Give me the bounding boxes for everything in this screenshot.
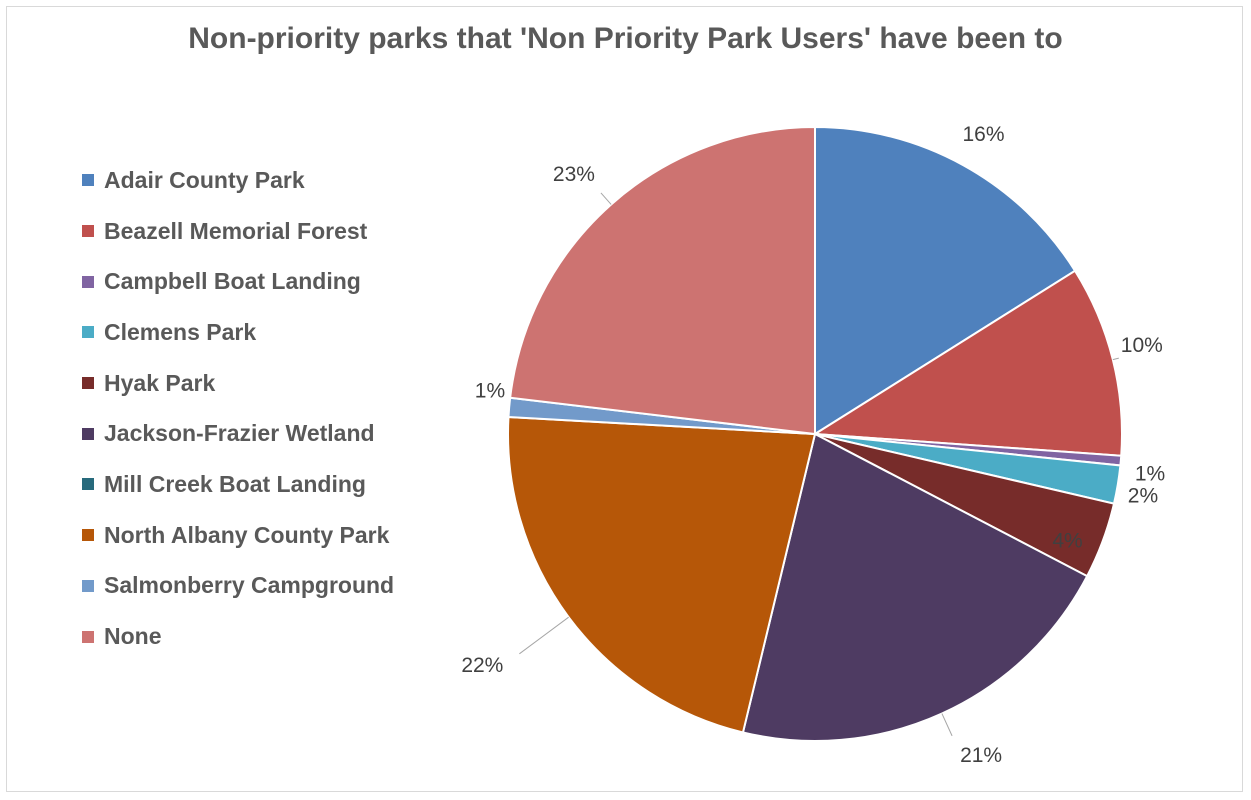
leader-line-beazell [1112, 357, 1119, 361]
legend-item-north-albany: North Albany County Park [82, 510, 394, 561]
legend-item-jackson-frazier: Jackson-Frazier Wetland [82, 408, 394, 459]
leader-line-none [600, 192, 612, 205]
legend-item-mill-creek: Mill Creek Boat Landing [82, 459, 394, 510]
pie-slice-none [509, 125, 816, 436]
data-label-jackson-frazier: 21% [960, 744, 1002, 767]
data-label-none: 23% [553, 163, 595, 186]
chart-title: Non-priority parks that 'Non Priority Pa… [188, 22, 1063, 55]
legend-swatch-mill-creek [82, 478, 94, 491]
legend-item-beazell: Beazell Memorial Forest [82, 206, 394, 257]
data-label-salmonberry: 1% [475, 379, 505, 402]
data-label-beazell: 10% [1121, 334, 1163, 357]
legend-label-hyak: Hyak Park [104, 369, 216, 396]
data-label-adair: 16% [962, 123, 1004, 146]
legend-label-beazell: Beazell Memorial Forest [104, 217, 368, 244]
legend-label-campbell: Campbell Boat Landing [104, 268, 361, 295]
legend-swatch-adair [82, 174, 94, 187]
leader-line-jackson-frazier [941, 713, 953, 737]
legend-swatch-none [82, 630, 94, 643]
legend-label-none: None [104, 623, 162, 650]
legend-swatch-salmonberry [82, 579, 94, 592]
legend-item-campbell: Campbell Boat Landing [82, 256, 394, 307]
data-label-campbell: 1% [1135, 463, 1165, 486]
legend-swatch-clemens [82, 326, 94, 339]
legend-swatch-hyak [82, 377, 94, 390]
legend-swatch-campbell [82, 275, 94, 288]
legend-item-clemens: Clemens Park [82, 307, 394, 358]
data-label-clemens: 2% [1128, 485, 1158, 508]
legend-item-none: None [82, 611, 394, 662]
legend-item-adair: Adair County Park [82, 155, 394, 206]
legend-swatch-beazell [82, 225, 94, 238]
legend-swatch-north-albany [82, 529, 94, 542]
legend-label-clemens: Clemens Park [104, 318, 257, 345]
leader-line-north-albany [519, 616, 569, 655]
data-label-north-albany: 22% [461, 654, 503, 677]
legend-label-north-albany: North Albany County Park [104, 521, 390, 548]
pie-slice-jackson-frazier [741, 432, 1089, 742]
legend-label-salmonberry: Salmonberry Campground [104, 572, 395, 599]
legend-label-jackson-frazier: Jackson-Frazier Wetland [104, 420, 375, 447]
legend: Adair County Park Beazell Memorial Fores… [82, 155, 394, 662]
legend-item-hyak: Hyak Park [82, 358, 394, 409]
legend-label-mill-creek: Mill Creek Boat Landing [104, 470, 366, 497]
legend-label-adair: Adair County Park [104, 166, 305, 193]
legend-item-salmonberry: Salmonberry Campground [82, 561, 394, 612]
legend-swatch-jackson-frazier [82, 427, 94, 440]
data-label-hyak: 4% [1052, 529, 1082, 552]
pie-slice-north-albany [507, 415, 817, 734]
pie-slice-adair [814, 125, 1077, 436]
